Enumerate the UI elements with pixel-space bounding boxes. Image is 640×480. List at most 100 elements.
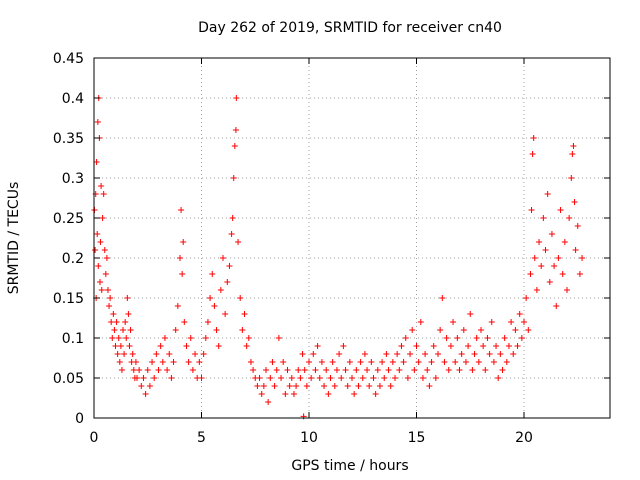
data-point (465, 343, 472, 349)
data-point (130, 367, 137, 373)
data-point (490, 359, 497, 365)
y-tick-label: 0.25 (53, 211, 84, 227)
data-point (258, 391, 265, 397)
data-point (282, 391, 289, 397)
data-point (383, 351, 390, 357)
data-point (93, 159, 100, 165)
data-point (402, 335, 409, 341)
y-tick-label: 0.2 (62, 251, 84, 267)
data-point (338, 375, 345, 381)
data-point (478, 327, 484, 333)
data-point (413, 343, 420, 349)
data-point (185, 359, 192, 365)
data-point (97, 239, 104, 245)
data-point (142, 391, 149, 397)
data-point (100, 191, 107, 197)
data-point (445, 367, 452, 373)
data-point (192, 351, 199, 357)
x-tick-label: 20 (515, 430, 533, 446)
data-point (111, 327, 118, 333)
data-point (286, 383, 293, 389)
chart-title: Day 262 of 2019, SRMTID for receiver cn4… (198, 20, 502, 36)
data-point (555, 255, 562, 261)
data-point (224, 279, 231, 285)
data-point (548, 231, 555, 237)
data-point (109, 335, 116, 341)
data-point (310, 351, 317, 357)
data-point (189, 367, 196, 373)
data-point (404, 375, 411, 381)
data-point (441, 359, 448, 365)
data-point (116, 359, 123, 365)
data-point (503, 359, 510, 365)
data-point (308, 375, 315, 381)
data-point (217, 287, 224, 293)
data-point (415, 359, 422, 365)
data-point (368, 359, 375, 365)
data-point (499, 367, 506, 373)
data-point (144, 367, 151, 373)
data-point (102, 271, 109, 277)
data-point (452, 359, 459, 365)
data-point (394, 351, 401, 357)
data-point (103, 255, 110, 261)
data-point (120, 327, 127, 333)
data-point (342, 367, 349, 373)
data-point (178, 207, 185, 213)
data-point (98, 183, 105, 189)
data-point (533, 287, 540, 293)
data-point (170, 359, 177, 365)
plot-frame (93, 57, 611, 419)
y-tick-label: 0.3 (62, 171, 84, 187)
data-point (117, 343, 124, 349)
data-point (104, 287, 111, 293)
data-point (428, 359, 435, 365)
data-point (353, 367, 360, 373)
data-point (407, 351, 414, 357)
data-point (275, 335, 282, 341)
data-point (94, 119, 101, 125)
data-point (372, 391, 379, 397)
data-point (318, 359, 325, 365)
data-point (530, 135, 537, 141)
data-point (364, 367, 371, 373)
data-point (379, 359, 386, 365)
x-tick-label: 5 (197, 430, 206, 446)
y-tick-label: 0.05 (53, 371, 84, 387)
data-point (157, 343, 164, 349)
data-point (540, 215, 547, 221)
data-point (523, 295, 530, 301)
data-point (495, 375, 502, 381)
data-point (151, 375, 158, 381)
data-point (181, 319, 188, 325)
data-point (488, 319, 495, 325)
data-point (521, 319, 527, 325)
data-point (576, 271, 583, 277)
data-point (518, 335, 525, 341)
data-point (112, 343, 119, 349)
data-point (473, 335, 480, 341)
data-point (557, 207, 564, 213)
data-point (108, 319, 115, 325)
data-point (447, 343, 454, 349)
data-point (213, 327, 220, 333)
data-point (92, 247, 99, 253)
data-point (222, 311, 229, 317)
data-point (263, 367, 269, 373)
data-point (568, 175, 575, 181)
data-point (280, 359, 287, 365)
data-point (202, 335, 209, 341)
data-point (443, 335, 450, 341)
data-point (475, 359, 482, 365)
x-tick-label: 0 (90, 430, 99, 446)
data-point (98, 287, 105, 293)
data-point (200, 351, 207, 357)
data-point (231, 143, 238, 149)
data-point (226, 263, 233, 269)
data-point (125, 311, 132, 317)
data-point (198, 375, 205, 381)
data-point (458, 351, 465, 357)
data-point (278, 375, 285, 381)
data-point (316, 375, 323, 381)
data-point (538, 263, 545, 269)
